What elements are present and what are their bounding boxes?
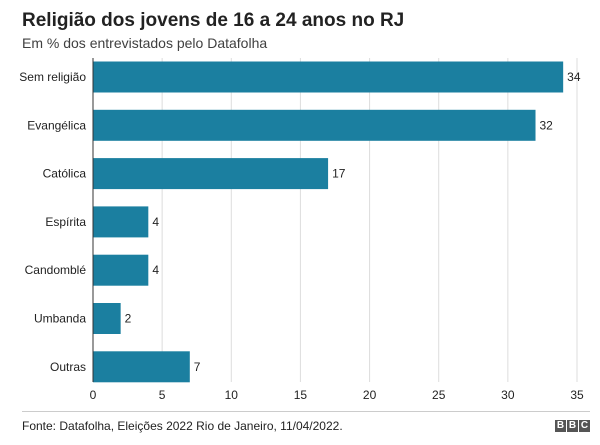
value-label: 17: [332, 167, 346, 181]
chart-subtitle: Em % dos entrevistados pelo Datafolha: [22, 35, 268, 51]
category-label: Evangélica: [27, 118, 86, 132]
bbc-logo-letter: B: [555, 420, 566, 432]
value-label: 32: [540, 118, 554, 132]
bar: [93, 109, 536, 141]
value-label: 7: [194, 360, 201, 374]
bar: [93, 254, 149, 286]
bar: [93, 61, 564, 93]
x-tick-label: 30: [501, 388, 515, 402]
category-label: Católica: [43, 167, 87, 181]
category-label: Espírita: [45, 215, 86, 229]
x-tick-label: 15: [294, 388, 308, 402]
x-tick-label: 35: [570, 388, 584, 402]
footer-divider: [22, 411, 590, 412]
bbc-logo: B B C: [555, 420, 590, 432]
category-label: Outras: [50, 360, 86, 374]
chart-title: Religião dos jovens de 16 a 24 anos no R…: [22, 10, 405, 31]
x-tick-label: 25: [432, 388, 446, 402]
value-label: 4: [152, 215, 159, 229]
bar: [93, 351, 190, 383]
bbc-logo-letter: B: [567, 420, 578, 432]
value-label: 2: [125, 312, 132, 326]
x-tick-label: 5: [159, 388, 166, 402]
value-label: 4: [152, 263, 159, 277]
bbc-logo-letter: C: [579, 420, 590, 432]
source-note: Fonte: Datafolha, Eleições 2022 Rio de J…: [22, 419, 343, 433]
category-label: Sem religião: [19, 70, 86, 84]
x-tick-label: 10: [225, 388, 239, 402]
category-label: Umbanda: [34, 312, 86, 326]
bar: [93, 303, 121, 334]
x-tick-label: 0: [90, 388, 97, 402]
category-label: Candomblé: [25, 263, 87, 277]
bar: [93, 158, 329, 190]
bar: [93, 206, 149, 238]
x-tick-label: 20: [363, 388, 377, 402]
value-label: 34: [567, 70, 581, 84]
bar-chart: Sem religião 34 Evangélica 32 Católica 17 Espí…: [19, 58, 584, 402]
